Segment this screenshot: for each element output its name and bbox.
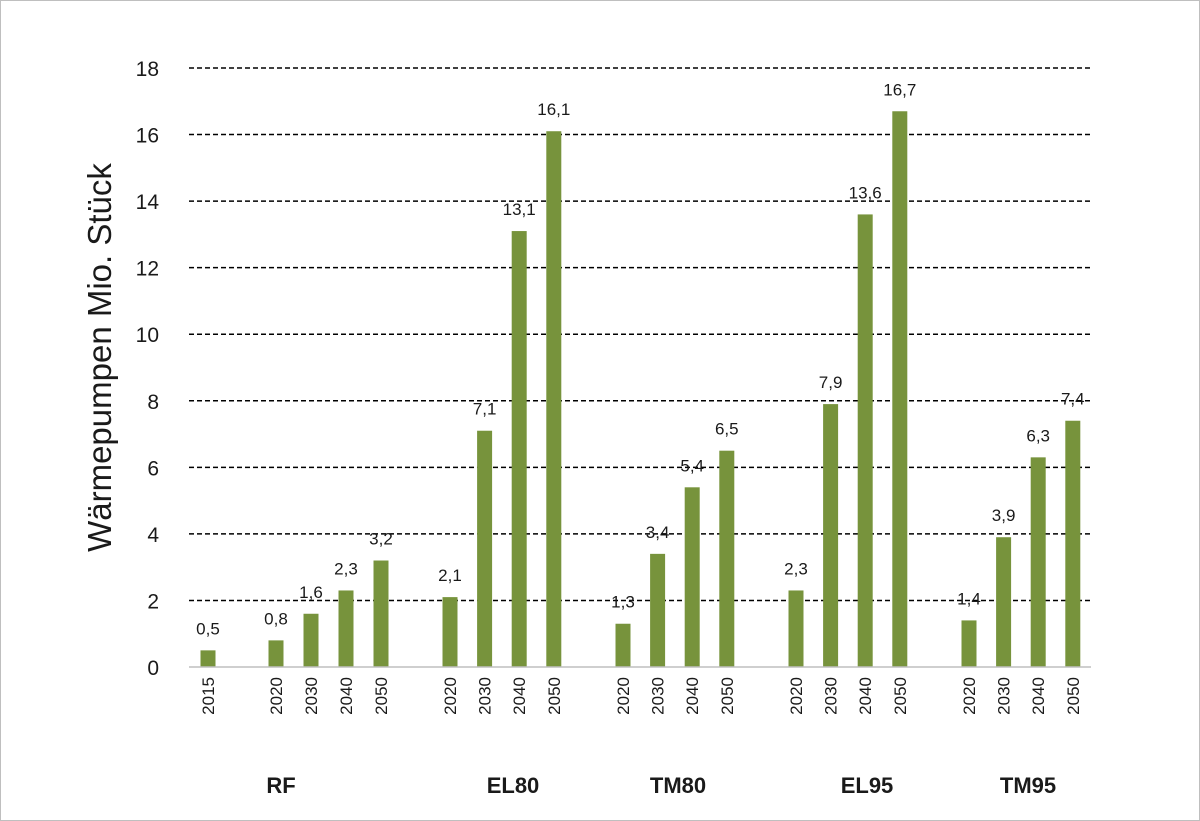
data-label: 6,5 xyxy=(715,420,739,439)
y-tick-label: 8 xyxy=(147,391,159,414)
data-label: 16,7 xyxy=(883,80,916,99)
group-label: RF xyxy=(266,773,295,798)
x-tick-label: 2040 xyxy=(683,677,702,715)
data-label: 2,3 xyxy=(784,559,808,578)
y-tick-label: 16 xyxy=(136,125,159,148)
data-label: 13,6 xyxy=(849,183,882,202)
x-tick-label: 2050 xyxy=(718,677,737,715)
data-label: 13,1 xyxy=(503,200,536,219)
bars xyxy=(200,111,1081,668)
data-label: 0,8 xyxy=(264,609,288,628)
bar xyxy=(1030,457,1046,667)
bar xyxy=(788,590,804,667)
gridlines xyxy=(189,67,1091,602)
data-label: 16,1 xyxy=(537,100,570,119)
x-tick-label: 2020 xyxy=(267,677,286,715)
x-tick-label: 2040 xyxy=(337,677,356,715)
y-tick-label: 4 xyxy=(147,524,159,547)
x-tick-label: 2040 xyxy=(510,677,529,715)
bar xyxy=(961,620,977,667)
x-tick-label: 2050 xyxy=(545,677,564,715)
x-tick-label: 2050 xyxy=(372,677,391,715)
group-label: TM80 xyxy=(650,773,706,798)
data-label: 1,3 xyxy=(611,593,635,612)
bar xyxy=(615,623,631,667)
y-tick-label: 12 xyxy=(136,258,159,281)
bar xyxy=(996,537,1012,667)
data-label: 0,5 xyxy=(196,619,220,638)
x-tick-label: 2020 xyxy=(960,677,979,715)
bar xyxy=(650,553,666,667)
data-label: 7,1 xyxy=(473,400,497,419)
x-axis-group-labels: RF EL80 TM80 EL95 TM95 xyxy=(266,773,1056,798)
bar xyxy=(684,487,700,667)
bar xyxy=(1065,420,1081,667)
bar xyxy=(719,450,735,667)
group-label: TM95 xyxy=(1000,773,1056,798)
group-label: EL95 xyxy=(841,773,894,798)
x-tick-label: 2015 xyxy=(199,677,218,715)
bar xyxy=(511,231,527,668)
bar xyxy=(303,613,319,667)
bar xyxy=(338,590,354,667)
data-label: 1,6 xyxy=(299,583,323,602)
bar xyxy=(373,560,389,667)
data-label: 6,3 xyxy=(1026,426,1050,445)
bar xyxy=(546,131,562,667)
data-labels: 0,5 0,8 1,6 2,3 3,2 2,1 7,1 13,1 16,1 1,3 3,4 5,4 6,… xyxy=(196,80,1084,638)
x-tick-label: 2040 xyxy=(1029,677,1048,715)
y-tick-label: 0 xyxy=(147,657,159,680)
bar xyxy=(823,404,839,667)
data-label: 3,2 xyxy=(369,530,393,549)
bar xyxy=(200,650,216,667)
y-tick-label: 10 xyxy=(136,324,159,347)
x-tick-label: 2030 xyxy=(995,677,1014,715)
y-axis-title: Wärmepumpen Mio. Stück xyxy=(81,163,118,552)
data-label: 3,9 xyxy=(992,506,1016,525)
x-axis-category-labels: 2015 2020 2030 2040 2050 2020 2030 2040 2050 2020… xyxy=(199,677,1083,715)
x-tick-label: 2020 xyxy=(441,677,460,715)
data-label: 2,1 xyxy=(438,566,462,585)
data-label: 1,4 xyxy=(957,589,981,608)
y-tick-label: 2 xyxy=(147,590,159,613)
y-axis-ticks: 0 2 4 6 8 10 12 14 16 18 xyxy=(136,58,160,680)
x-tick-label: 2030 xyxy=(822,677,841,715)
x-tick-label: 2050 xyxy=(1064,677,1083,715)
bar xyxy=(857,214,873,667)
x-tick-label: 2030 xyxy=(476,677,495,715)
y-tick-label: 14 xyxy=(136,191,160,214)
data-label: 2,3 xyxy=(334,559,358,578)
data-label: 7,4 xyxy=(1061,390,1085,409)
y-tick-label: 18 xyxy=(136,58,159,81)
x-tick-label: 2050 xyxy=(891,677,910,715)
data-label: 3,4 xyxy=(646,523,670,542)
x-tick-label: 2020 xyxy=(787,677,806,715)
data-label: 5,4 xyxy=(680,456,704,475)
bar xyxy=(442,597,458,667)
x-tick-label: 2040 xyxy=(856,677,875,715)
x-tick-label: 2020 xyxy=(614,677,633,715)
bar xyxy=(268,640,284,667)
y-tick-label: 6 xyxy=(147,457,159,480)
x-tick-label: 2030 xyxy=(302,677,321,715)
group-label: EL80 xyxy=(487,773,540,798)
bar xyxy=(892,111,908,667)
x-tick-label: 2030 xyxy=(649,677,668,715)
bar xyxy=(477,430,493,667)
data-label: 7,9 xyxy=(819,373,843,392)
